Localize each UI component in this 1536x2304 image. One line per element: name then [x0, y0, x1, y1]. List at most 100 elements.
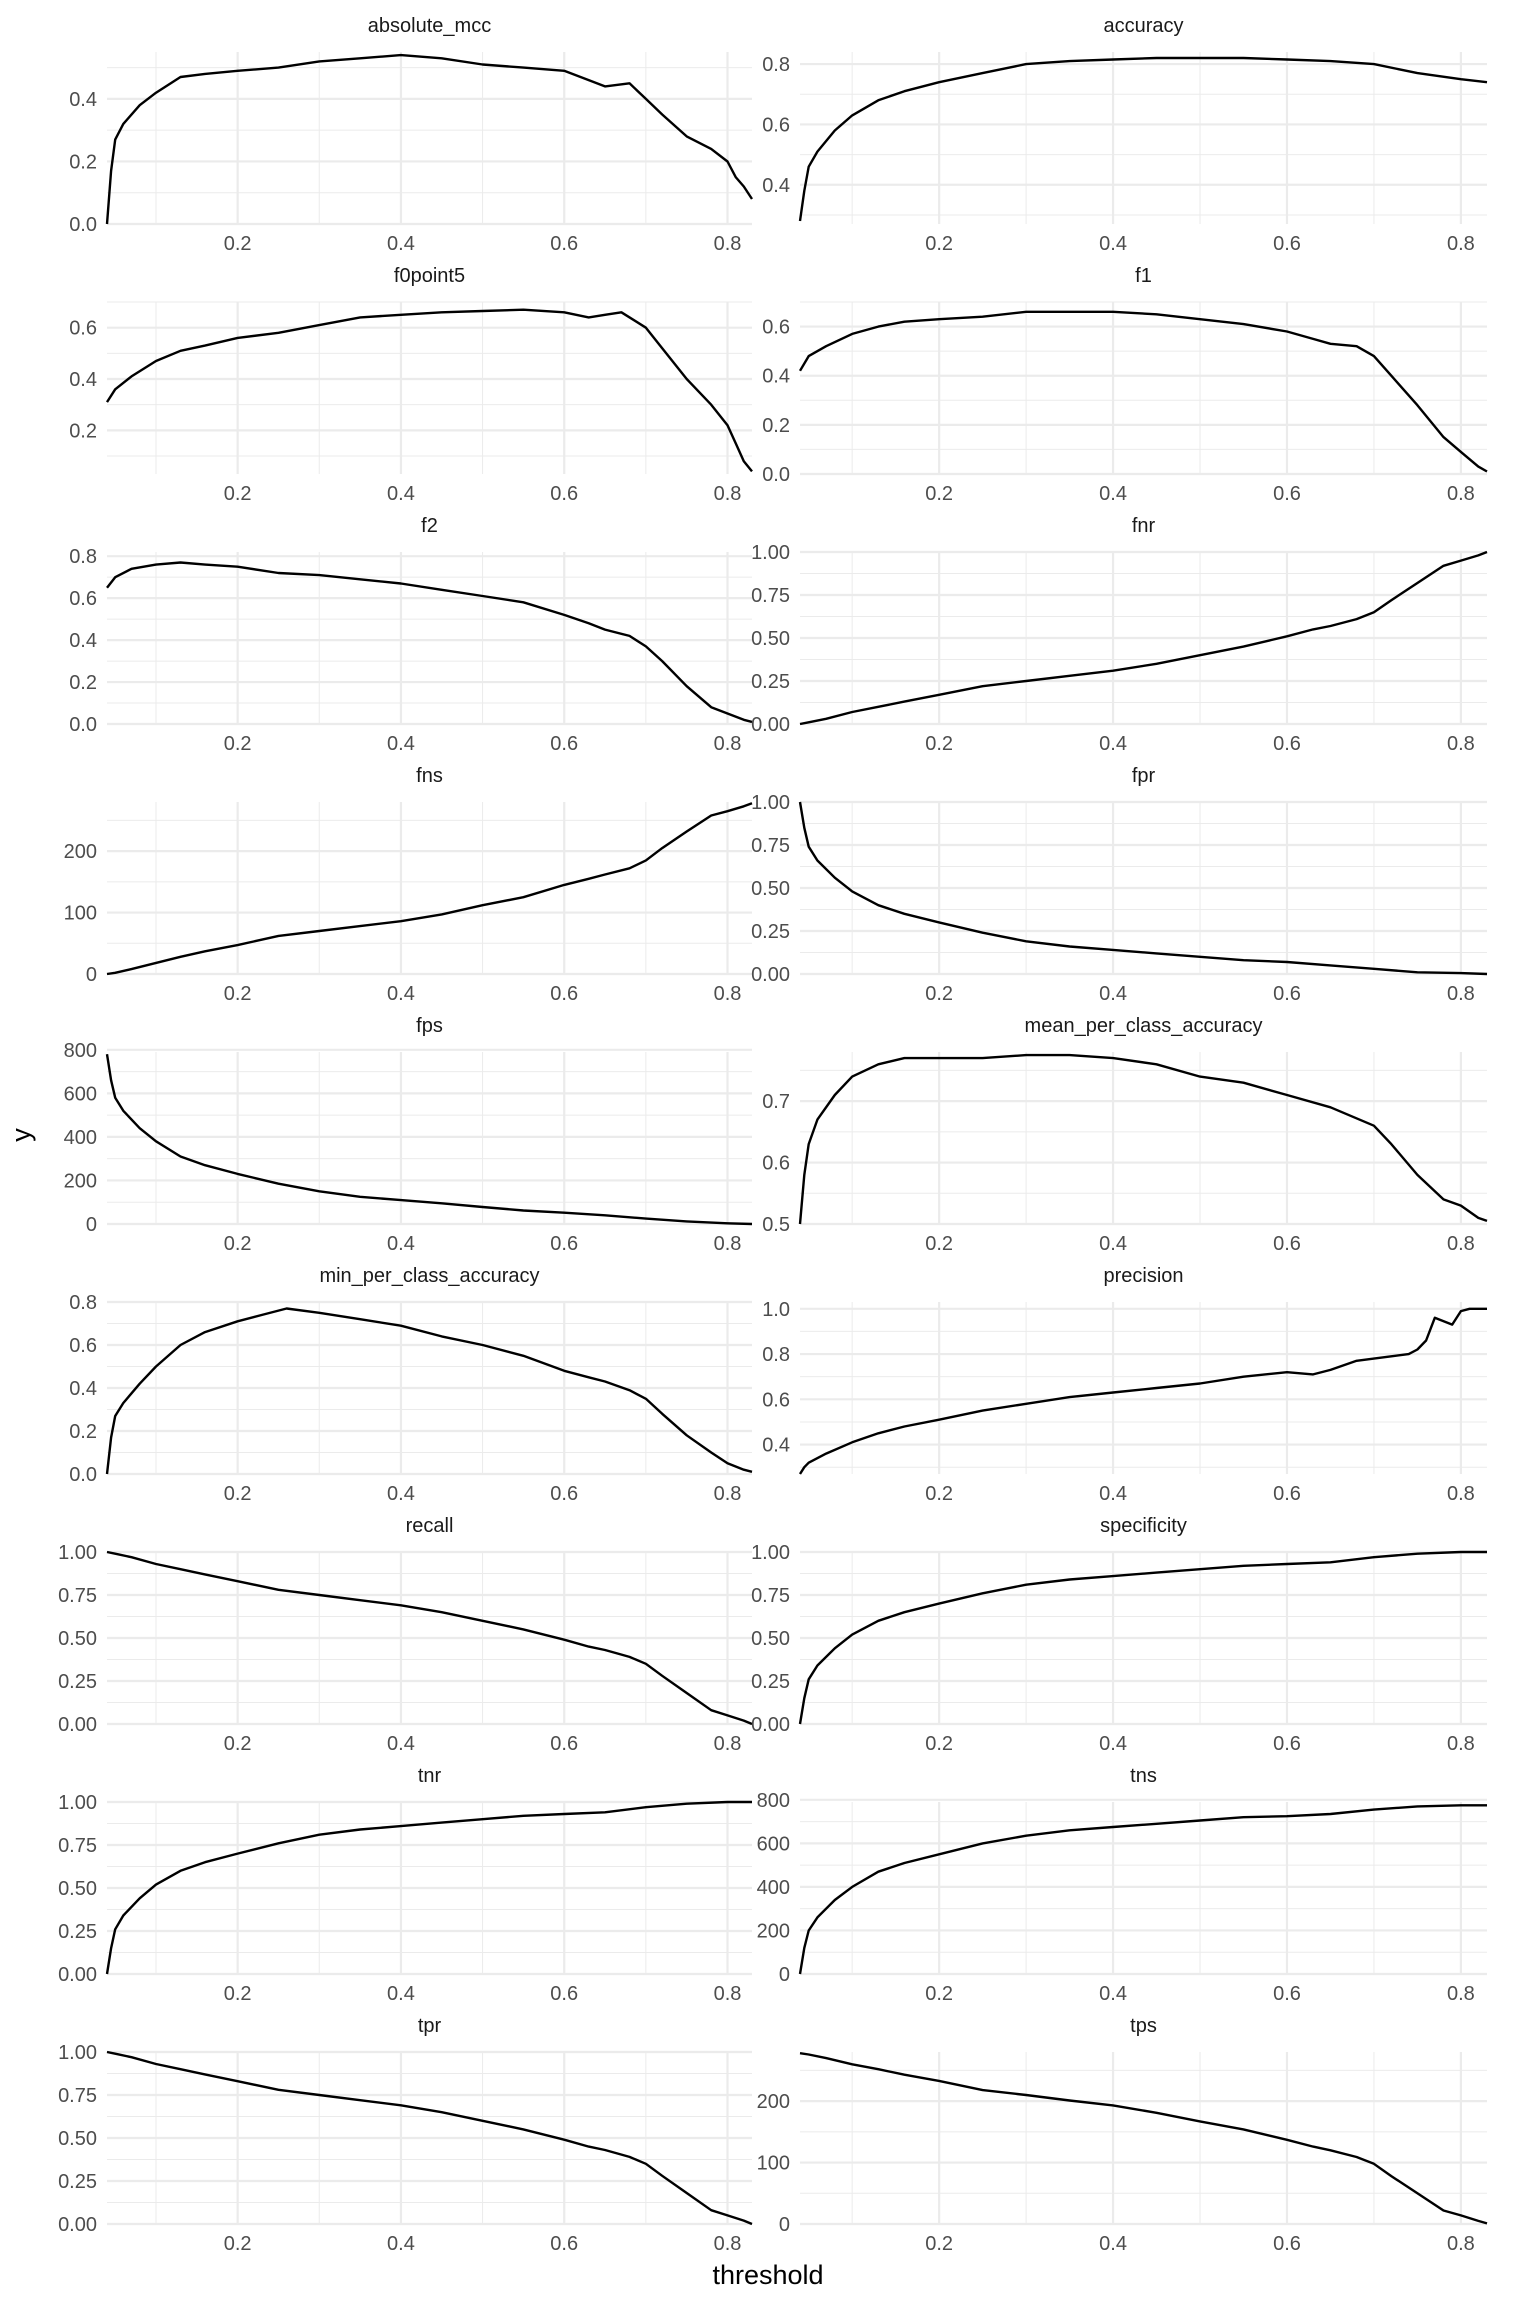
y-tick-label: 0.2: [69, 1421, 97, 1443]
x-tick-label: 0.4: [387, 483, 415, 505]
y-tick-label: 0: [779, 1964, 790, 1986]
y-tick-label: 0.00: [58, 1964, 97, 1986]
x-tick-label: 0.2: [925, 1983, 953, 2005]
y-tick-label: 0.4: [69, 89, 97, 111]
y-tick-label: 600: [757, 1833, 790, 1855]
y-tick-label: 1.00: [751, 1542, 790, 1564]
x-tick-label: 0.4: [1099, 233, 1127, 255]
x-tick-label: 0.8: [714, 983, 742, 1005]
x-tick-label: 0.6: [550, 733, 578, 755]
series-line: [105, 53, 754, 225]
y-tick-label: 0: [86, 964, 97, 986]
series-line: [799, 550, 1488, 726]
panel-specificity: specificity 0.00 0.25 0.50 0.75 1.00 0.2 0.4 0.6…: [751, 1515, 1487, 1755]
y-tick-label: 0.75: [751, 1585, 790, 1607]
y-tick-label: 0.00: [751, 714, 790, 736]
x-tick-label: 0.2: [925, 483, 953, 505]
x-tick-label: 0.8: [1447, 983, 1475, 1005]
x-tick-label: 0.6: [550, 233, 578, 255]
y-tick-label: 0.2: [69, 672, 97, 694]
x-tick-label: 0.2: [925, 233, 953, 255]
panel-accuracy: accuracy 0.4 0.6 0.8 0.2 0.4 0.6 0.8: [762, 15, 1488, 255]
y-tick-label: 0.6: [69, 318, 97, 340]
panel-min-per-class-accuracy: min_per_class_accuracy 0.0 0.2 0.4 0.6 0.8 0.2…: [69, 1265, 753, 1505]
y-tick-label: 0.75: [58, 1835, 97, 1857]
x-tick-label: 0.2: [925, 983, 953, 1005]
y-axis-title: y: [6, 1128, 36, 1142]
x-tick-label: 0.6: [550, 1733, 578, 1755]
x-tick-label: 0.4: [1099, 2233, 1127, 2255]
x-tick-label: 0.2: [224, 1483, 252, 1505]
x-tick-label: 0.8: [1447, 1233, 1475, 1255]
y-tick-label: 0.25: [58, 2171, 97, 2193]
y-tick-label: 0.0: [69, 714, 97, 736]
y-tick-label: 0.6: [762, 317, 790, 339]
series-line: [798, 1307, 1487, 1475]
series-line: [798, 1804, 1487, 1975]
y-tick-label: 0.75: [751, 585, 790, 607]
x-tick-label: 0.6: [1273, 733, 1301, 755]
y-tick-label: 0.00: [58, 1714, 97, 1736]
x-tick-label: 0.6: [1273, 1483, 1301, 1505]
y-tick-label: 0.00: [58, 2214, 97, 2236]
panel-precision: precision 0.4 0.6 0.8 1.0 0.2 0.4 0.6 0.8: [762, 1265, 1487, 1505]
panel-fnr: fnr 0.00 0.25 0.50 0.75 1.00 0.2 0.4 0.6 0.8: [751, 515, 1488, 755]
y-tick-label: 0.7: [762, 1091, 790, 1113]
x-tick-label: 0.8: [714, 1983, 742, 2005]
y-tick-label: 0.25: [58, 1921, 97, 1943]
x-tick-label: 0.2: [224, 1233, 252, 1255]
series-line: [105, 1800, 752, 1975]
y-tick-label: 0.00: [751, 1714, 790, 1736]
panel-title: f1: [1135, 265, 1152, 287]
y-tick-label: 0.4: [762, 366, 790, 388]
x-tick-label: 0.2: [224, 483, 252, 505]
y-tick-label: 0.25: [751, 671, 790, 693]
y-tick-label: 1.0: [762, 1299, 790, 1321]
panel-title: recall: [406, 1515, 454, 1537]
x-tick-label: 0.2: [925, 1483, 953, 1505]
y-tick-label: 0.2: [69, 420, 97, 442]
x-tick-label: 0.6: [550, 1483, 578, 1505]
x-tick-label: 0.6: [1273, 483, 1301, 505]
y-tick-label: 0.0: [69, 214, 97, 236]
series-line: [105, 1307, 753, 1475]
panel-recall: recall 0.00 0.25 0.50 0.75 1.00 0.2 0.4 0.6 0.8: [58, 1515, 753, 1755]
x-tick-label: 0.2: [224, 1983, 252, 2005]
series-line: [106, 2050, 753, 2226]
panel-title: fnr: [1132, 515, 1156, 537]
x-tick-label: 0.4: [387, 2233, 415, 2255]
y-tick-label: 0.75: [58, 1585, 97, 1607]
series-line: [798, 310, 1488, 473]
y-tick-label: 0.0: [69, 1464, 97, 1486]
y-tick-label: 1.00: [58, 2042, 97, 2064]
y-tick-label: 0.6: [762, 1389, 790, 1411]
y-tick-label: 0.50: [751, 628, 790, 650]
x-tick-label: 0.8: [1447, 2233, 1475, 2255]
x-tick-label: 0.6: [550, 1233, 578, 1255]
y-tick-label: 0.4: [762, 1435, 790, 1457]
x-tick-label: 0.4: [387, 1483, 415, 1505]
panel-tnr: tnr 0.00 0.25 0.50 0.75 1.00 0.2 0.4 0.6 0.8: [58, 1765, 752, 2005]
x-tick-label: 0.2: [224, 233, 252, 255]
panel-title: f2: [421, 515, 438, 537]
y-tick-label: 0.50: [58, 1628, 97, 1650]
panel-title: mean_per_class_accuracy: [1025, 1015, 1263, 1037]
panel-fpr: fpr 0.00 0.25 0.50 0.75 1.00 0.2 0.4 0.6 0.8: [751, 765, 1488, 1005]
x-tick-label: 0.4: [387, 733, 415, 755]
x-tick-label: 0.2: [224, 2233, 252, 2255]
x-tick-label: 0.4: [1099, 733, 1127, 755]
y-tick-label: 0.6: [762, 1153, 790, 1175]
x-tick-label: 0.8: [1447, 733, 1475, 755]
series-line: [799, 2052, 1488, 2225]
y-tick-label: 0.8: [69, 1292, 97, 1314]
y-tick-label: 400: [757, 1877, 790, 1899]
x-tick-label: 0.2: [224, 733, 252, 755]
y-tick-label: 0: [86, 1214, 97, 1236]
y-tick-label: 0.6: [69, 1335, 97, 1357]
panel-title: specificity: [1100, 1515, 1187, 1537]
y-tick-label: 1.00: [751, 542, 790, 564]
x-tick-label: 0.8: [1447, 233, 1475, 255]
panel-title: tnr: [418, 1765, 442, 1787]
series-line: [106, 802, 753, 976]
